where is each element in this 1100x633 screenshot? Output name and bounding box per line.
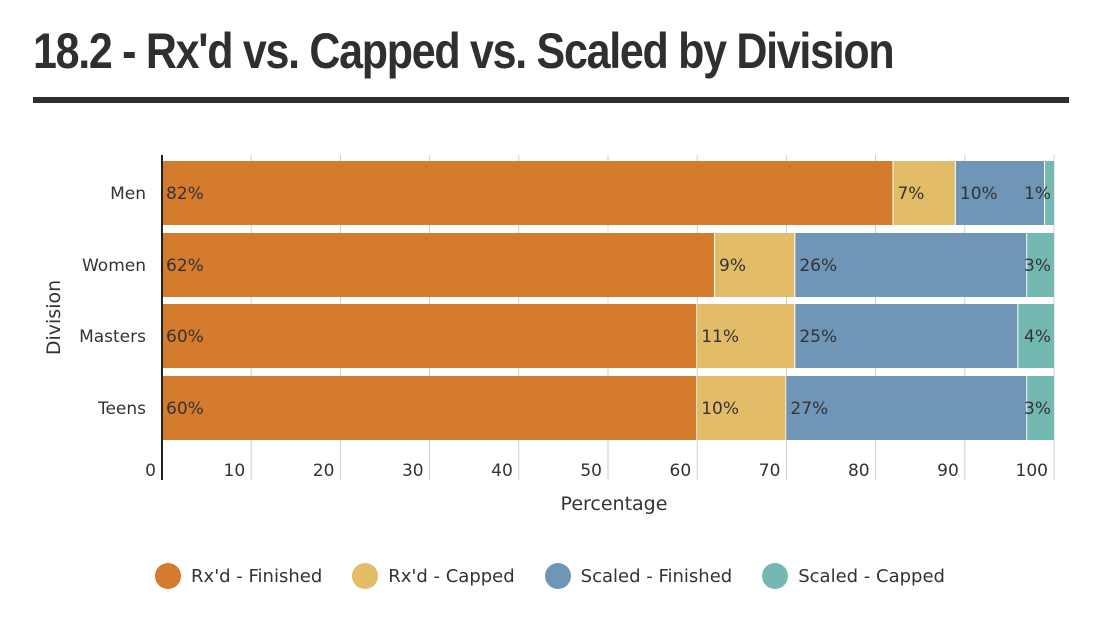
- bar-segment: [795, 304, 1018, 368]
- x-tick-label: 0: [145, 461, 156, 481]
- category-label: Masters: [79, 327, 146, 347]
- x-tick-labels: 0 10 20 30 40 50 60 70 80 90 100: [145, 461, 1048, 481]
- y-axis-title: Division: [43, 280, 65, 355]
- x-tick-label: 70: [759, 461, 781, 481]
- bar-segment: [162, 233, 715, 297]
- x-tick-label: 80: [848, 461, 870, 481]
- legend-item: Rx'd - Finished: [155, 563, 322, 589]
- x-tick-label: 100: [1016, 461, 1048, 481]
- data-label: 1%: [1024, 184, 1051, 204]
- category-label: Teens: [97, 399, 146, 419]
- x-tick-label: 30: [402, 461, 424, 481]
- legend-label: Rx'd - Capped: [388, 565, 515, 587]
- category-label: Men: [110, 184, 146, 204]
- legend: Rx'd - Finished Rx'd - Capped Scaled - Fin…: [0, 563, 1100, 589]
- chart-title: 18.2 - Rx'd vs. Capped vs. Scaled by Div…: [33, 23, 895, 79]
- x-tick-label: 40: [491, 461, 513, 481]
- data-label: 3%: [1024, 399, 1051, 419]
- data-label: 60%: [166, 399, 204, 419]
- stacked-bar-chart: 82% 7% 10% 1% 62% 9% 26% 3% 60% 11% 25% 4% 60% 10% 27%…: [43, 155, 1055, 515]
- data-label: 7%: [897, 184, 924, 204]
- title-underline: [33, 97, 1069, 103]
- category-label: Women: [82, 256, 146, 276]
- legend-item: Rx'd - Capped: [352, 563, 515, 589]
- legend-item: Scaled - Finished: [544, 563, 733, 589]
- category-labels: Men Women Masters Teens: [79, 184, 146, 419]
- data-label: 62%: [166, 256, 204, 276]
- bar-segment: [955, 161, 1045, 225]
- x-tick-label: 10: [224, 461, 246, 481]
- legend-label: Rx'd - Finished: [191, 565, 323, 587]
- data-label: 10%: [960, 184, 998, 204]
- legend-label: Scaled - Capped: [798, 565, 945, 587]
- bars: [162, 161, 1054, 440]
- legend-swatch: [762, 563, 789, 589]
- bar-segment: [893, 161, 955, 225]
- bar-segment: [1018, 304, 1054, 368]
- x-tick-label: 60: [670, 461, 692, 481]
- data-label: 4%: [1024, 327, 1051, 347]
- x-tick-label: 50: [580, 461, 602, 481]
- bar-segment: [162, 376, 697, 440]
- legend-label: Scaled - Finished: [580, 565, 733, 587]
- data-label: 11%: [701, 327, 739, 347]
- bar-segment: [697, 304, 795, 368]
- x-tick-label: 20: [313, 461, 335, 481]
- data-label: 60%: [166, 327, 204, 347]
- legend-swatch: [352, 563, 379, 589]
- data-labels: 82% 7% 10% 1% 62% 9% 26% 3% 60% 11% 25% 4% 60% 10% 27%…: [166, 184, 1051, 419]
- data-label: 25%: [799, 327, 837, 347]
- data-label: 26%: [799, 256, 837, 276]
- bar-segment: [1027, 233, 1054, 297]
- data-label: 10%: [701, 399, 739, 419]
- legend-swatch: [544, 563, 571, 589]
- bar-segment: [786, 376, 1027, 440]
- data-label: 27%: [790, 399, 828, 419]
- legend-swatch: [155, 563, 182, 589]
- x-axis-title: Percentage: [561, 493, 668, 515]
- x-tick-label: 90: [937, 461, 959, 481]
- data-label: 9%: [719, 256, 746, 276]
- bar-segment: [1045, 161, 1054, 225]
- bar-segment: [697, 376, 786, 440]
- bar-segment: [795, 233, 1027, 297]
- bar-segment: [162, 161, 893, 225]
- bar-segment: [162, 304, 697, 368]
- data-label: 3%: [1024, 256, 1051, 276]
- legend-item: Scaled - Capped: [762, 563, 945, 589]
- bar-segment: [1027, 376, 1054, 440]
- bar-segment: [715, 233, 795, 297]
- data-label: 82%: [166, 184, 204, 204]
